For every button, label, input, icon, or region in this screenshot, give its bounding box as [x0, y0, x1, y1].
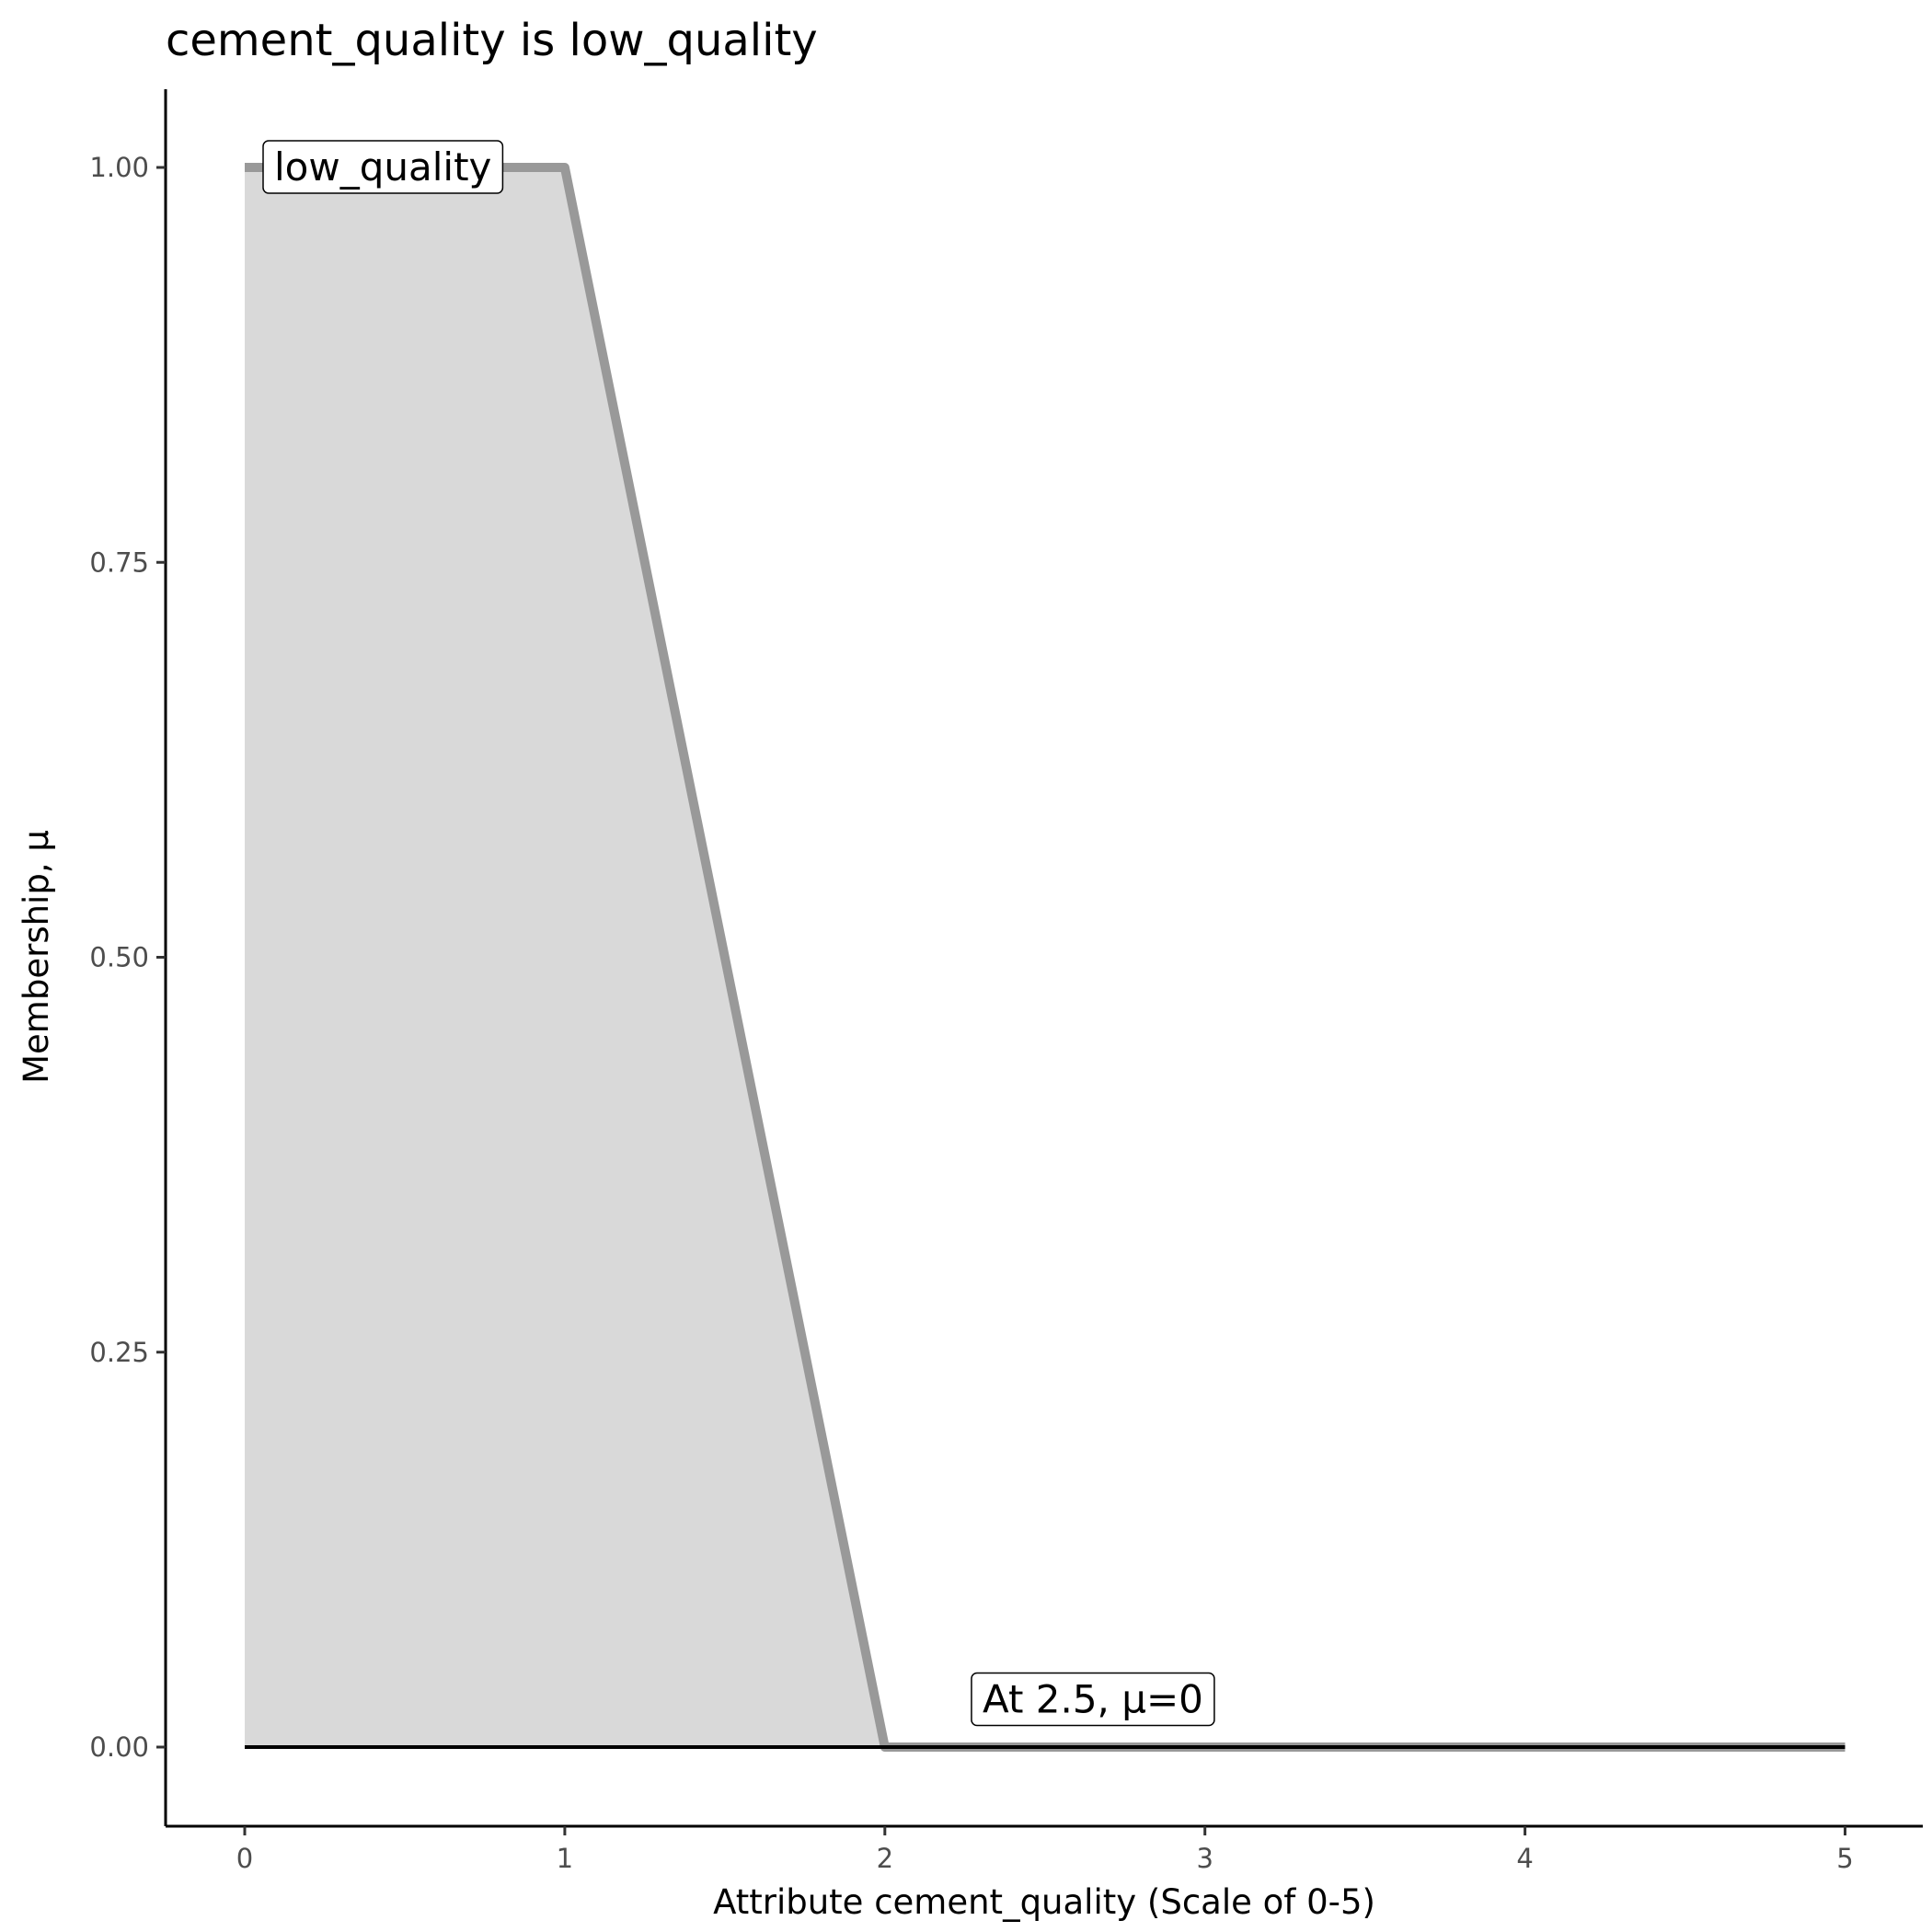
annotation-box: [971, 1672, 1215, 1727]
chart-title: cement_quality is low_quality: [166, 15, 818, 66]
annotation-label: At 2.5, μ=0: [971, 1672, 1215, 1727]
x-tick-label: 4: [1516, 1843, 1533, 1874]
y-tick-label: 0.25: [89, 1337, 149, 1368]
membership-fill: [245, 167, 1846, 1747]
y-tick-label: 1.00: [89, 152, 149, 183]
x-tick-label: 5: [1836, 1843, 1853, 1874]
annotation-text: At 2.5, μ=0: [983, 1676, 1203, 1721]
y-tick-label: 0.00: [89, 1731, 149, 1763]
annotation-box: [262, 140, 504, 194]
x-tick-label: 2: [877, 1843, 893, 1874]
y-tick-label: 0.75: [89, 546, 149, 578]
x-tick-label: 3: [1196, 1843, 1213, 1874]
annotation-text: low_quality: [274, 144, 491, 190]
annotation-label: low_quality: [262, 140, 504, 194]
x-tick-label: 0: [236, 1843, 253, 1874]
x-tick-label: 1: [557, 1843, 573, 1874]
y-tick-label: 0.50: [89, 942, 149, 973]
y-axis-label: Membership, μ: [17, 830, 56, 1084]
x-axis-label: Attribute cement_quality (Scale of 0-5): [713, 1882, 1375, 1922]
